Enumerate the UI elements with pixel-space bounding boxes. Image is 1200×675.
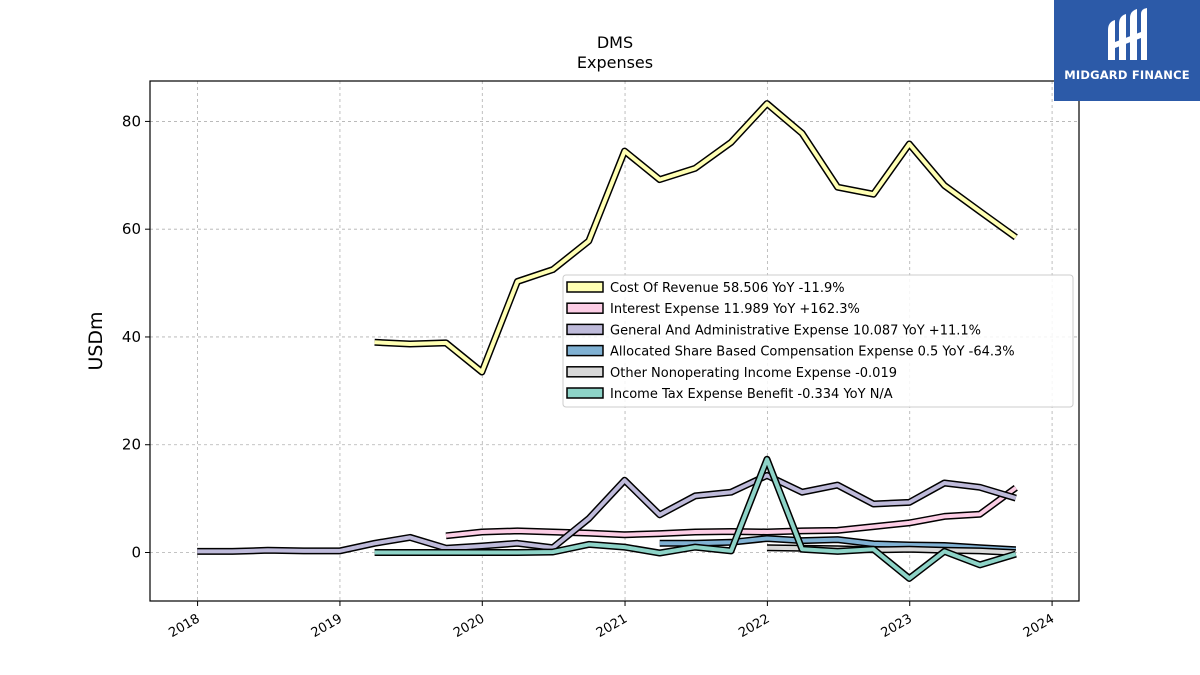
x-tick-label-3: 2021 <box>594 611 630 641</box>
series-line-cost-of-revenue <box>374 101 1017 374</box>
midgard-mh-logo-icon <box>1108 8 1147 60</box>
x-tick-label-1: 2019 <box>309 611 345 641</box>
legend-label-income-tax-expense-benefit: Income Tax Expense Benefit -0.334 YoY N/… <box>610 387 893 402</box>
x-tick-label-5: 2023 <box>879 611 915 641</box>
legend-frame <box>562 274 1074 408</box>
series-line-interest-expense <box>445 486 1017 538</box>
series-line-general-and-administrative-expense <box>197 473 1017 554</box>
legend-swatch-other-nonoperating-income-expense <box>566 366 604 378</box>
midgard-finance-logo: MIDGARD FINANCE <box>1054 0 1200 101</box>
y-tick-label-1: 20 <box>122 436 141 454</box>
legend-label-allocated-share-based-compensation-expense: Allocated Share Based Compensation Expen… <box>610 345 1015 360</box>
series-layer <box>197 100 1018 582</box>
x-tick-label-0: 2018 <box>166 611 202 641</box>
legend-swatch-cost-of-revenue <box>566 281 604 293</box>
y-tick-label-2: 40 <box>122 328 141 346</box>
legend-label-cost-of-revenue: Cost Of Revenue 58.506 YoY -11.9% <box>610 281 845 296</box>
legend: Cost Of Revenue 58.506 YoY -11.9% Interes… <box>562 274 1074 408</box>
chart-title: DMS <box>597 33 633 52</box>
legend-label-general-and-administrative-expense: General And Administrative Expense 10.08… <box>610 323 981 338</box>
legend-swatch-interest-expense <box>566 302 604 314</box>
series-line-income-tax-expense-benefit <box>374 457 1017 581</box>
y-axis-label: USDm <box>85 311 107 370</box>
grid-layer <box>150 81 1079 601</box>
x-tick-label-2: 2020 <box>451 611 487 641</box>
legend-items: Cost Of Revenue 58.506 YoY -11.9% Interes… <box>566 281 1015 402</box>
x-tick-label-4: 2022 <box>736 611 772 641</box>
y-tick-label-0: 0 <box>131 544 141 562</box>
chart-subtitle: Expenses <box>577 53 653 72</box>
legend-label-interest-expense: Interest Expense 11.989 YoY +162.3% <box>610 302 860 317</box>
y-tick-label-3: 60 <box>122 220 141 238</box>
y-tick-label-4: 80 <box>122 112 141 130</box>
logo-text: MIDGARD FINANCE <box>1064 68 1190 82</box>
series-outline-general-and-administrative-expense <box>197 471 1017 555</box>
legend-swatch-allocated-share-based-compensation-expense <box>566 344 604 357</box>
legend-label-other-nonoperating-income-expense: Other Nonoperating Income Expense -0.019 <box>610 366 897 381</box>
plot-frame <box>149 80 1080 602</box>
x-tick-label-6: 2024 <box>1021 611 1057 641</box>
legend-swatch-income-tax-expense-benefit <box>566 387 604 399</box>
series-line-allocated-share-based-compensation-expense <box>659 536 1016 552</box>
legend-swatch-general-and-administrative-expense <box>566 323 604 336</box>
